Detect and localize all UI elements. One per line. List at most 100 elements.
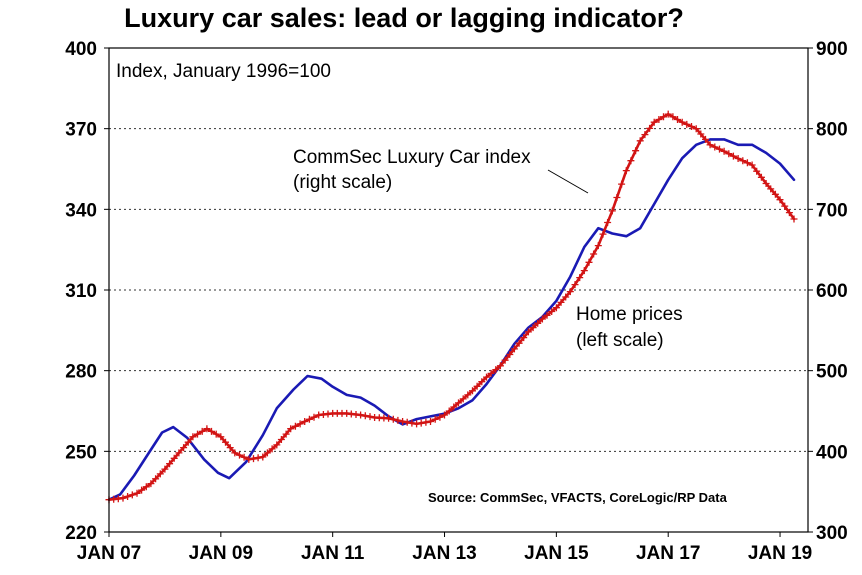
data-point-marker [739,157,747,165]
data-point-marker [240,453,248,461]
data-point-marker [133,489,141,497]
data-point-marker [473,382,481,390]
data-point-marker [529,324,537,332]
data-point-marker [436,413,444,421]
data-point-marker [599,230,607,238]
data-point-marker [650,118,658,126]
y-left-tick-label: 340 [65,200,97,221]
x-tick-label: JAN 15 [524,543,589,564]
data-point-marker [660,113,667,121]
data-point-marker [385,414,393,422]
right-axis: 300 400 500 600 700 800 900 [808,39,848,544]
data-point-marker [743,159,751,167]
data-point-marker [716,145,723,153]
x-tick-label: JAN 09 [189,543,253,564]
y-right-tick-label: 900 [816,39,848,60]
series-line-luxury-car-index [107,112,796,501]
data-point-marker [720,147,728,155]
annotation-home-line2: (left scale) [576,330,664,351]
data-point-marker [194,430,201,438]
data-point-marker [538,315,546,323]
data-point-marker [287,425,295,433]
data-point-marker [282,430,290,438]
data-point-marker [506,351,514,358]
x-tick-label: JAN 11 [301,543,365,564]
data-point-marker [711,143,719,151]
data-point-marker [236,451,243,459]
series-lines [107,112,796,501]
data-point-marker [189,433,197,441]
data-point-marker [678,118,686,126]
data-point-marker [254,454,262,462]
data-point-marker [534,319,542,327]
data-point-marker [790,215,798,223]
x-tick-label: JAN 07 [77,543,141,564]
data-point-marker [277,436,285,443]
x-tick-label: JAN 17 [636,543,700,564]
y-left-tick-label: 280 [65,362,97,383]
x-axis: JAN 07 JAN 09 JAN 11 JAN 13 JAN 15 JAN 17 JAN … [77,532,812,564]
data-point-marker [664,110,672,118]
data-point-marker [128,491,136,499]
data-point-marker [697,130,705,138]
data-point-marker [184,438,192,446]
data-point-marker [753,167,761,175]
data-point-marker [431,415,439,423]
data-point-marker [152,475,160,483]
data-point-marker [641,131,649,139]
data-point-marker [757,173,765,181]
data-point-marker [762,180,770,187]
data-point-marker [459,395,467,403]
plot-frame [108,47,809,533]
data-point-marker [291,422,299,430]
data-point-marker [618,180,626,188]
data-point-marker [557,298,565,306]
data-point-marker [580,267,588,275]
data-point-marker [441,411,448,419]
y-right-tick-label: 300 [816,523,848,544]
x-tick-label: JAN 13 [412,543,476,564]
data-point-marker [208,427,215,435]
data-point-marker [399,418,407,425]
data-point-marker [767,185,775,193]
y-right-tick-label: 800 [816,120,848,141]
data-point-marker [632,147,640,155]
data-point-marker [515,339,523,347]
left-axis: 220 250 280 310 340 370 400 [65,39,109,544]
data-point-marker [124,493,132,500]
data-point-marker [455,399,462,407]
data-point-marker [548,308,556,315]
data-point-marker [226,444,234,452]
data-point-marker [119,494,127,502]
data-point-marker [469,387,476,395]
data-point-marker [585,258,593,266]
data-point-marker [310,413,318,421]
data-point-marker [608,207,616,215]
data-point-marker [403,418,411,426]
data-point-marker [170,454,178,462]
y-right-tick-label: 400 [816,442,848,463]
data-point-marker [688,123,695,130]
data-point-marker [147,480,155,488]
data-point-marker [198,427,206,435]
data-point-marker [450,403,458,411]
data-point-marker [156,470,164,478]
y-left-tick-label: 400 [65,39,97,60]
data-point-marker [301,418,309,425]
data-point-marker [627,157,635,165]
data-point-marker [487,369,495,377]
data-point-marker [250,455,257,463]
data-point-marker [622,167,630,175]
data-point-marker [562,293,570,301]
data-point-marker [422,418,430,426]
data-point-marker [590,250,598,258]
data-point-marker [268,445,276,453]
data-point-marker [781,202,789,210]
data-point-marker [357,411,365,419]
data-point-marker [729,152,737,160]
data-point-marker [646,124,654,132]
data-point-marker [296,420,304,428]
data-point-marker [142,483,150,491]
data-point-marker [571,281,579,289]
